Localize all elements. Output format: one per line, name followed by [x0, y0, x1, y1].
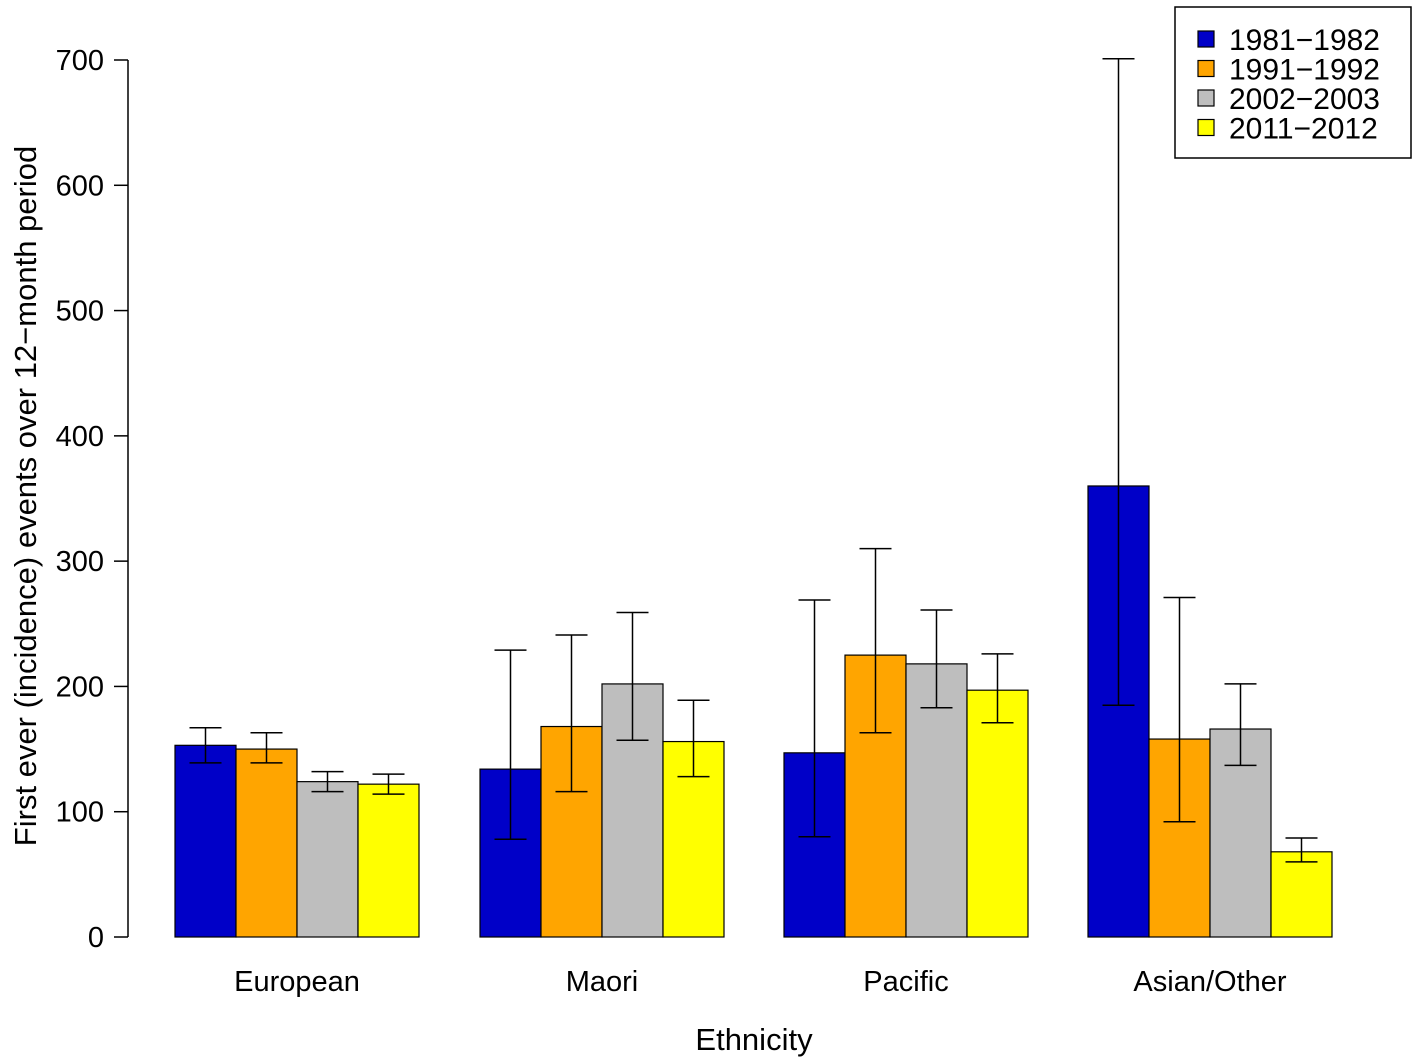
error-bar-european-2002-2003: [311, 770, 344, 793]
error-bar-pacific-1991-1992: [859, 547, 892, 734]
y-tick-label: 0: [88, 922, 104, 954]
bar-asian-other-2011-2012: [1270, 851, 1333, 938]
error-bar-maori-1991-1992: [555, 634, 588, 793]
x-tick-label-asian-other: Asian/Other: [1133, 966, 1286, 998]
error-bar-pacific-2002-2003: [920, 609, 953, 709]
legend-swatch-1991-1992: [1197, 59, 1215, 78]
error-bar-asian-other-2002-2003: [1224, 683, 1257, 767]
x-axis-tick-labels: European Maori Pacific Asian/Other: [234, 966, 1287, 998]
error-bar-european-2011-2012: [372, 773, 405, 795]
error-bar-pacific-2011-2012: [981, 653, 1014, 724]
y-tick-label: 700: [56, 45, 104, 77]
legend-swatch-2011-2012: [1197, 118, 1215, 137]
bar-pacific-2011-2012: [966, 689, 1029, 938]
y-tick-label: 400: [56, 421, 104, 453]
legend-label-1981-1982: 1981−1982: [1229, 24, 1380, 57]
error-bar-asian-other-1991-1992: [1163, 596, 1196, 823]
error-bar-maori-2002-2003: [616, 611, 649, 742]
y-tick-label: 600: [56, 170, 104, 202]
error-bar-european-1991-1992: [250, 732, 283, 764]
y-tick-label: 300: [56, 546, 104, 578]
legend-swatch-1981-1982: [1197, 30, 1215, 48]
error-bar-maori-1981-1982: [494, 649, 527, 841]
y-axis-title: First ever (incidence) events over 12−mo…: [8, 146, 43, 846]
error-bar-asian-other-1981-1982: [1102, 57, 1135, 706]
y-tick-label: 500: [56, 296, 104, 328]
error-bar-maori-2011-2012: [677, 699, 710, 778]
y-axis: 0 100 200 300 400 500 600 700: [56, 45, 129, 954]
bars: [174, 485, 1333, 938]
error-bar-pacific-1981-1982: [798, 599, 831, 838]
y-tick-label: 200: [56, 671, 104, 703]
y-tick-label: 100: [56, 797, 104, 829]
legend-swatch-2002-2003: [1197, 89, 1215, 107]
x-axis-title: Ethnicity: [695, 1022, 813, 1057]
x-tick-label-european: European: [234, 966, 360, 998]
x-tick-label-pacific: Pacific: [863, 966, 948, 998]
legend-label-2002-2003: 2002−2003: [1229, 83, 1380, 116]
x-tick-label-maori: Maori: [566, 966, 639, 998]
error-bar-european-1981-1982: [189, 727, 222, 764]
legend-label-2011-2012: 2011−2012: [1229, 113, 1378, 146]
error-bars: [189, 57, 1318, 863]
bar-european-1981-1982: [174, 744, 237, 938]
bar-european-1991-1992: [235, 748, 298, 938]
legend-label-1991-1992: 1991−1992: [1229, 54, 1380, 87]
bar-european-2002-2003: [296, 781, 359, 938]
bar-european-2011-2012: [357, 783, 420, 938]
error-bar-asian-other-2011-2012: [1285, 837, 1318, 863]
